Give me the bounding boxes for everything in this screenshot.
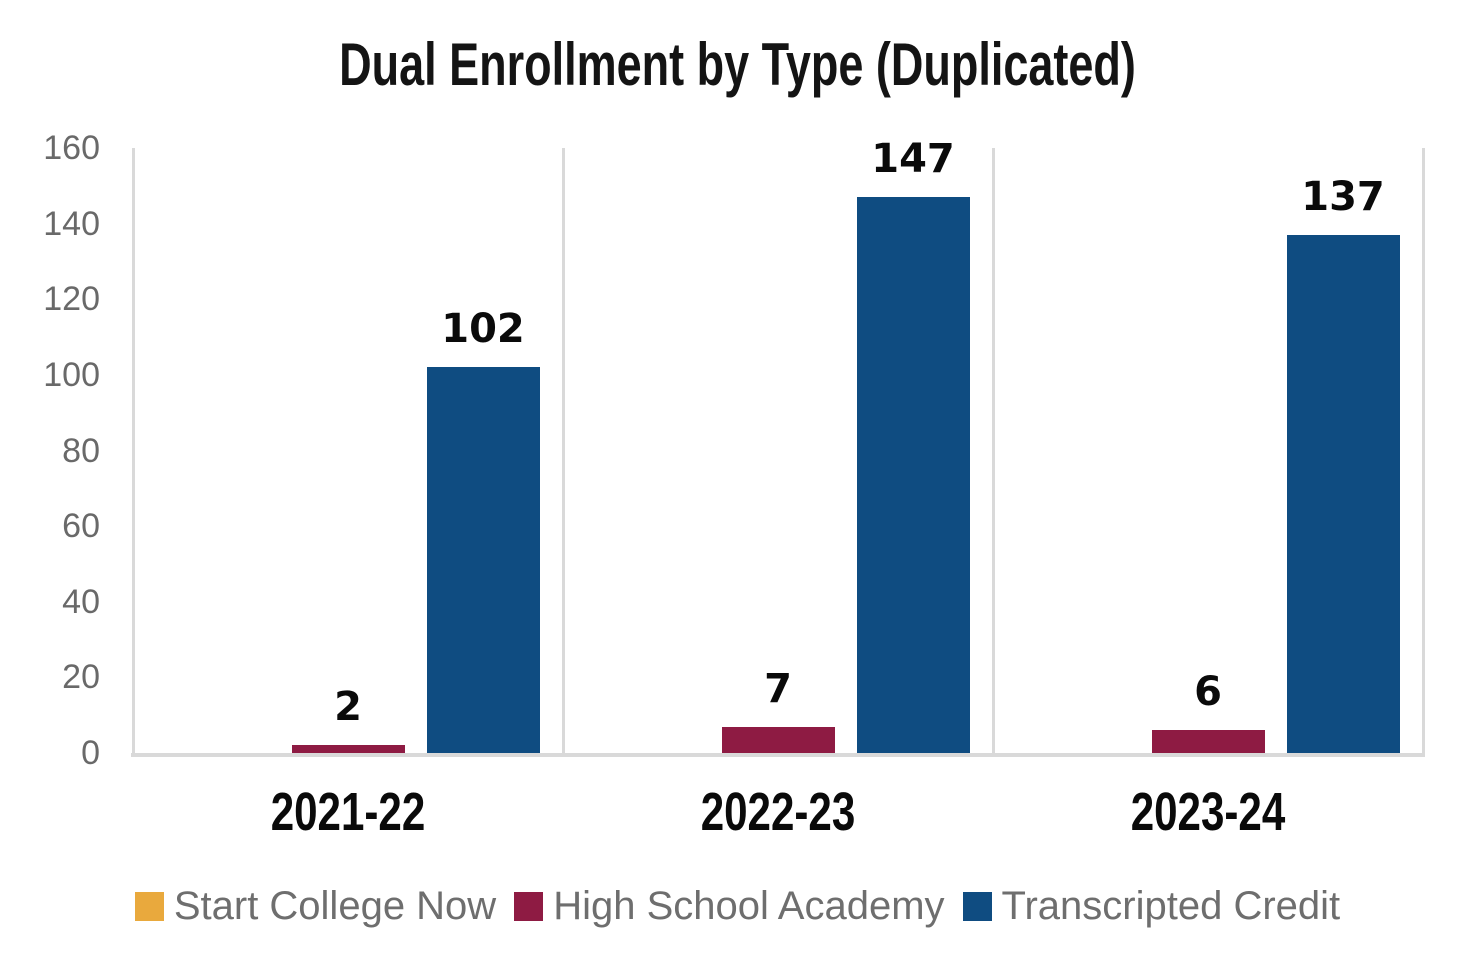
x-axis-category-label: 2022-23 <box>700 782 856 842</box>
y-axis-tick-label: 140 <box>43 204 100 243</box>
y-axis-tick-label: 120 <box>43 280 100 319</box>
bar-high-school-academy <box>721 727 835 753</box>
bar-data-label: 137 <box>1301 174 1385 220</box>
legend-item-start-college-now: Start College Now <box>134 884 497 928</box>
bar-data-label: 6 <box>1194 669 1222 715</box>
legend-swatch-icon <box>514 891 544 921</box>
bar-high-school-academy <box>1151 730 1265 753</box>
legend-item-transcripted-credit: Transcripted Credit <box>962 884 1341 928</box>
chart-legend: Start College Now High School Academy Tran… <box>0 884 1475 928</box>
chart-title: Dual Enrollment by Type (Duplicated) <box>339 31 1136 98</box>
x-axis-category-label: 2023-24 <box>1130 782 1286 842</box>
category-separator-line <box>991 148 995 753</box>
y-axis-tick-label: 160 <box>43 129 100 167</box>
x-axis-category-label: 2021-22 <box>270 782 426 842</box>
legend-swatch-icon <box>962 891 992 921</box>
legend-swatch-icon <box>134 891 164 921</box>
y-axis-tick-label: 60 <box>62 507 100 546</box>
y-axis-tick-label: 0 <box>81 734 100 772</box>
bar-data-label: 2 <box>334 684 362 730</box>
legend-label: Start College Now <box>173 884 497 928</box>
bar-data-label: 7 <box>764 666 792 712</box>
y-axis-tick-label: 40 <box>62 582 100 621</box>
y-axis-tick-label: 100 <box>43 355 100 394</box>
y-axis-tick-label: 20 <box>62 658 100 697</box>
bar-data-label: 147 <box>871 136 955 182</box>
category-separator-line <box>1421 148 1425 753</box>
bar-transcripted-credit <box>426 367 540 753</box>
legend-label: High School Academy <box>553 884 945 928</box>
y-axis-tick-label: 80 <box>62 431 100 470</box>
category-separator-line <box>561 148 565 753</box>
x-axis-line <box>131 753 1425 757</box>
legend-item-high-school-academy: High School Academy <box>514 884 945 928</box>
y-axis-line <box>131 148 135 753</box>
legend-label: Transcripted Credit <box>1001 884 1341 928</box>
bar-high-school-academy <box>291 745 405 753</box>
bar-transcripted-credit <box>1286 235 1400 753</box>
bar-data-label: 102 <box>441 306 525 352</box>
bar-transcripted-credit <box>856 197 970 753</box>
